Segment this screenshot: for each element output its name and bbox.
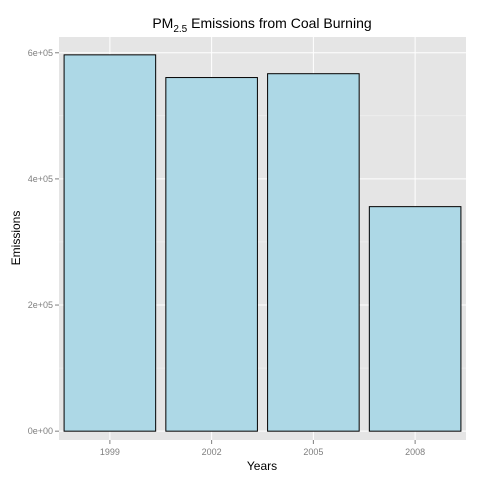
bar-2005: [267, 73, 360, 432]
y-tick-label: 4e+05: [28, 174, 53, 184]
chart-title-subscript: 2.5: [173, 24, 187, 35]
x-tick-label: 2002: [202, 447, 222, 457]
bar-1999: [63, 54, 157, 432]
bar-2008: [368, 206, 462, 432]
chart-title-prefix: PM: [152, 15, 173, 31]
x-axis-title: Years: [247, 459, 277, 473]
x-tick-label: 1999: [100, 447, 120, 457]
x-axis-ticks: 1999 2002 2005 2008: [100, 440, 425, 457]
y-tick-label: 6e+05: [28, 48, 53, 58]
x-tick-label: 2005: [303, 447, 323, 457]
y-tick-label: 0e+00: [28, 426, 53, 436]
bars: [63, 54, 462, 432]
y-axis-ticks: 0e+00 2e+05 4e+05 6e+05: [28, 48, 59, 436]
bar-2002: [165, 77, 258, 432]
x-tick-label: 2008: [405, 447, 425, 457]
chart-title-suffix: Emissions from Coal Burning: [187, 15, 371, 31]
chart-title: PM2.5 Emissions from Coal Burning: [152, 15, 371, 35]
y-axis-title: Emissions: [9, 211, 23, 266]
y-tick-label: 2e+05: [28, 300, 53, 310]
